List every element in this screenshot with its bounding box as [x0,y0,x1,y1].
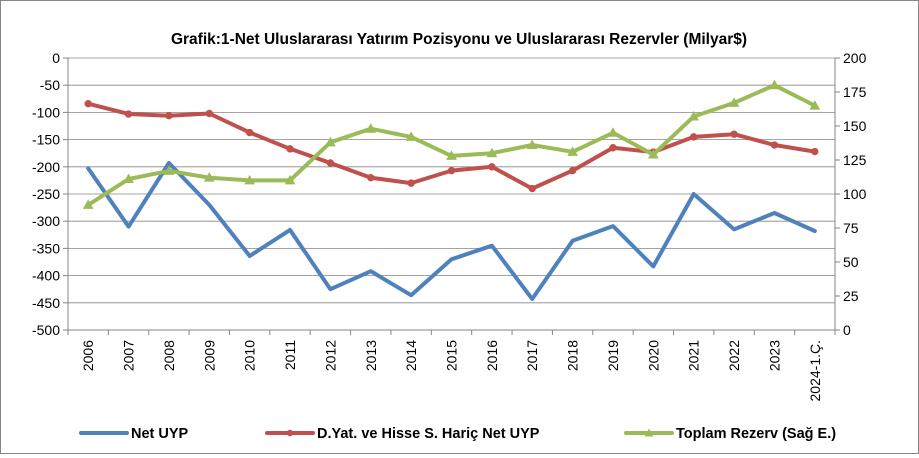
series-point [203,172,215,182]
series-point [365,123,377,133]
left-tick-label: -400 [32,268,60,284]
series-point [244,174,256,185]
series-point [488,163,496,171]
legend-label: D.Yat. ve Hisse S. Hariç Net UYP [317,426,540,442]
x-category-label: 2014 [403,340,419,371]
legend-layer: Net UYP D.Yat. ve Hisse S. Hariç Net UYP T… [79,426,836,442]
series-line-0 [86,161,817,301]
axis-layer: 0 -50 -100 -150 -200 -250 -300 -350 -400 -450 -500… [32,50,867,401]
x-category-label: 2018 [565,340,581,371]
series-point [607,127,619,137]
series-point [690,133,698,141]
x-category-label: 2009 [201,340,217,371]
series-point [730,130,738,138]
x-category-label: 2012 [322,340,338,371]
x-category-label: 2006 [80,340,96,371]
right-tick-label: 150 [843,118,867,134]
left-tick-label: -250 [32,186,60,202]
series-point [325,136,336,147]
x-category-label: 2022 [726,340,742,371]
x-category-label: 2011 [282,340,298,370]
x-category-label: 2007 [121,340,137,371]
x-category-label: 2016 [484,340,500,371]
left-tick-label: -450 [32,295,60,311]
left-tick-label: 0 [52,50,60,66]
legend-label: Net UYP [131,426,189,442]
series-point [770,141,779,149]
right-tick-label: 50 [843,254,859,270]
left-tick-label: -150 [32,132,60,148]
series-point [286,145,294,153]
series-point [567,146,578,156]
x-category-label: 2008 [161,340,177,371]
x-category-label: 2024-1.Ç. [807,340,823,401]
left-tick-label: -500 [32,322,60,338]
series-point [367,173,375,182]
x-category-label: 2015 [444,340,460,371]
x-category-label: 2020 [645,340,661,371]
series-point [688,110,700,121]
series-point [284,174,296,185]
right-tick-label: 0 [843,322,851,338]
x-category-label: 2023 [766,340,782,371]
x-category-label: 2017 [524,340,540,371]
series-layer [82,79,821,301]
series-point [123,173,134,184]
series-point [769,79,780,90]
legend-marker [644,428,654,437]
right-tick-label: 175 [843,84,867,100]
series-point [124,110,133,118]
right-tick-label: 200 [843,50,867,66]
series-point [447,166,456,175]
series-point [647,149,659,159]
series-point [405,131,417,141]
x-category-label: 2021 [686,340,702,371]
series-point [568,166,577,175]
series-point [809,100,821,110]
series-point [609,144,617,152]
left-tick-label: -200 [32,159,60,175]
x-category-label: 2013 [363,340,379,371]
left-tick-label: -100 [32,104,60,120]
series-point [326,159,335,167]
series-point [205,109,213,118]
legend-marker [286,429,294,437]
series-point [528,184,536,193]
series-line-2 [86,83,817,207]
right-tick-label: 100 [843,186,867,202]
right-tick-label: 75 [843,220,859,236]
legend-label: Toplam Rezerv (Sağ E.) [676,426,836,442]
series-point [811,147,819,156]
right-tick-label: 125 [843,152,867,168]
series-point [407,179,415,187]
x-category-label: 2010 [242,340,258,371]
right-tick-label: 25 [843,288,859,304]
left-tick-label: -50 [40,77,60,93]
series-point [446,150,457,160]
series-point [82,199,94,209]
x-category-label: 2019 [605,340,621,371]
series-point [84,99,92,108]
series-point [163,165,175,175]
series-point [728,97,740,107]
series-point [165,111,173,120]
left-tick-label: -350 [32,240,60,256]
left-tick-label: -300 [32,213,60,229]
grid-layer [68,57,835,331]
series-point [245,128,254,137]
chart-title: Grafik:1-Net Uluslararası Yatırım Pozisy… [171,31,747,48]
series-point [526,139,538,150]
series-point [486,147,498,158]
